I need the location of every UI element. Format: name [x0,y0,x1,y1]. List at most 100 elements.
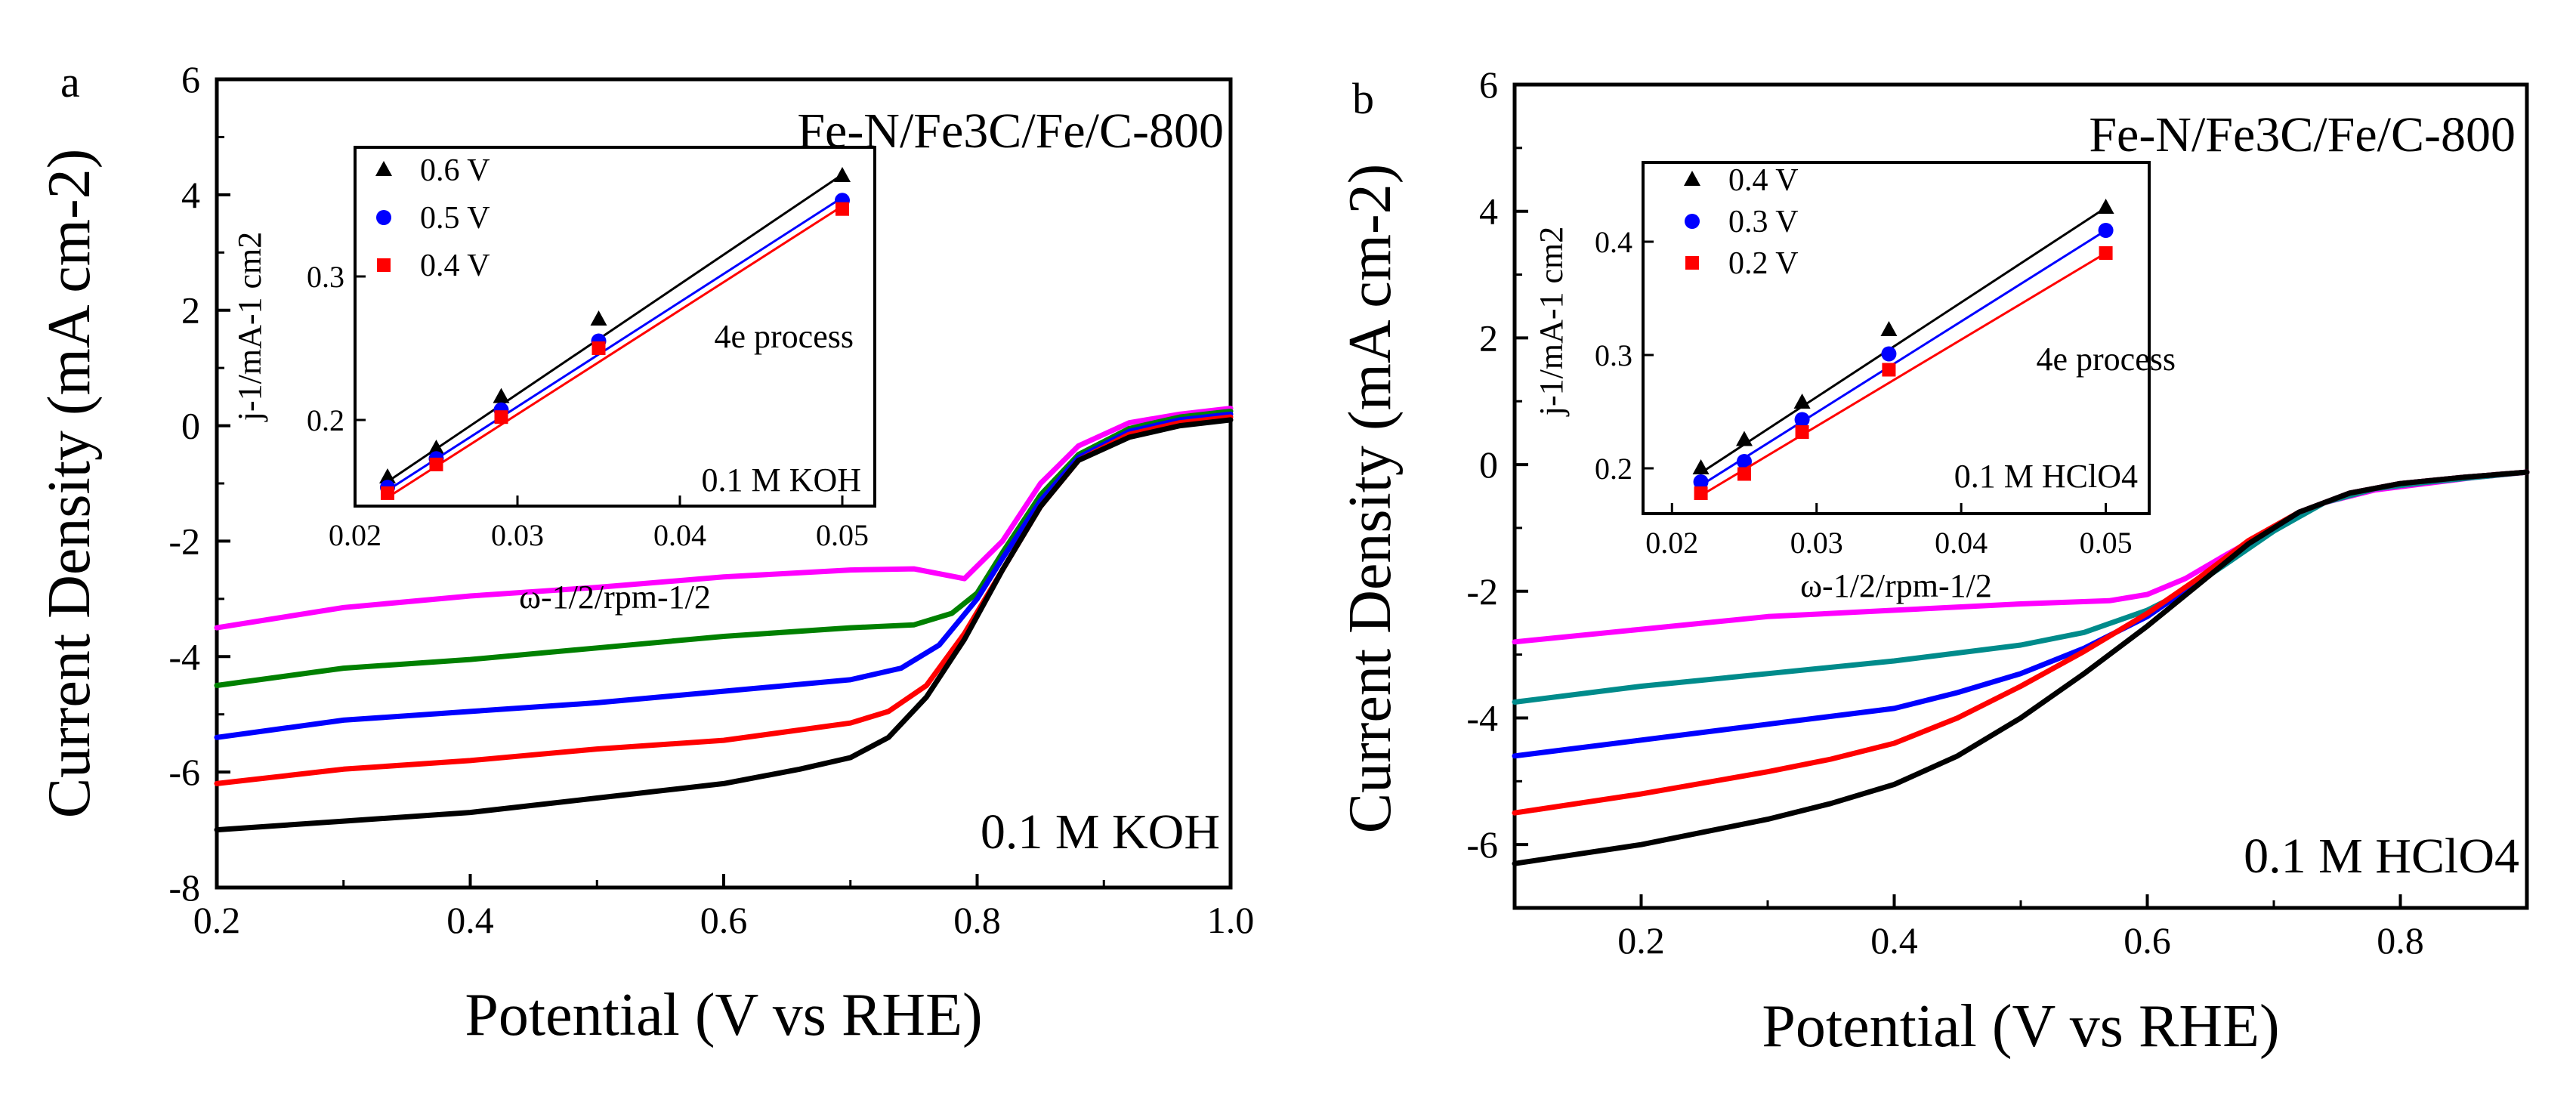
panel-a-electrolyte-label: 0.1 M KOH [981,804,1220,860]
panel-b-inset-legend-label: 0.2 V [1728,246,1799,281]
panel-b-label: b [1352,74,1374,123]
panel-a-inset-point [429,457,443,471]
panel-b: b 0.2 0.4 0.6 0.8 -6 -4 -2 0 2 4 6 Fe-N/Fe3C/Fe/C-… [1337,63,2530,1060]
panel-b-y-tick-label: -2 [1466,570,1498,613]
panel-b-inset-point [1694,486,1708,500]
panel-b-inset-point [1795,425,1809,439]
panel-b-inset-marks: 0.4 V 0.3 V 0.2 V 0.02 0.03 0.04 0.05 0.2 0.3 0.4 [1595,163,2133,560]
panel-a-inset-marks: 0.6 V 0.5 V 0.4 V 0.02 0.03 0.04 0.05 0.2 0.3 [307,153,869,552]
panel-a-x-tick-label: 0.6 [700,899,748,941]
panel-b-inset-point [1737,454,1752,469]
panel-a-inset-legend-marker [375,161,392,176]
panel-b-inset-y-tick-label: 0.2 [1595,452,1632,486]
panel-a-inset-x-tick-label: 0.05 [816,518,869,552]
panel-a-label: a [60,57,80,107]
panel-b-inset-y-tick-label: 0.4 [1595,225,1632,259]
panel-b-y-tick-label: -6 [1466,823,1498,866]
panel-a-inset-y-tick-label: 0.2 [307,403,344,437]
panel-b-x-tick-label: 0.6 [2124,919,2171,962]
panel-b-inset-x-tick-label: 0.02 [1645,526,1698,560]
panel-b-inset: 0.4 V0.3 V0.2 V0.02 0.03 0.04 0.050.20.30.4… [1533,161,2176,604]
panel-b-y-tick-label: 6 [1479,63,1498,106]
panel-a-y-axis-title: Current Density (mA cm-2) [36,149,103,818]
panel-b-series-line-4 [1512,469,2530,866]
panel-b-y-tick-label: 2 [1479,316,1498,359]
panel-a-inset-x-title: ω-1/2/rpm-1/2 [519,579,711,616]
panel-a-y-tick-label: 4 [181,174,200,216]
panel-b-electrolyte-label: 0.1 M HClO4 [2244,829,2519,884]
panel-b-inset-fit-line-2 [1700,252,2107,497]
panel-a-inset-point [428,440,445,455]
panel-b-inset-point [1793,394,1811,409]
panel-b-inset-point [1881,346,1897,362]
panel-a-y-tick-label: -6 [168,751,200,793]
panel-a-y-tick-label: 2 [181,289,200,332]
panel-b-x-tick-label: 0.4 [1870,919,1918,962]
panel-a-x-axis-title: Potential (V vs RHE) [465,982,982,1048]
panel-b-x-tick-label: 0.8 [2377,919,2424,962]
panel-a-inset-point [590,310,607,326]
panel-b-inset-point [1882,363,1896,377]
panel-b-inset-note: 4e process [2037,341,2176,378]
panel-b-inset-legend-marker [1685,214,1700,229]
panel-b-inset-electrolyte: 0.1 M HClO4 [1954,458,2138,495]
panel-b-y-tick-label: -4 [1466,696,1498,739]
panel-b-inset-point [2099,246,2113,260]
panel-b-x-axis-title: Potential (V vs RHE) [1762,993,2279,1060]
panel-a-y-tick-label: -2 [168,520,200,562]
panel-a-series-line-0 [214,406,1234,631]
panel-b-inset-y-tick-label: 0.3 [1595,338,1632,372]
panel-a-inset-x-tick-label: 0.04 [653,518,706,552]
panel-b-sample-label: Fe-N/Fe3C/Fe/C-800 [2089,107,2516,162]
panel-b-inset-point [1794,412,1810,428]
panel-a-inset-y-tick-label: 0.3 [307,260,344,294]
panel-a-inset-fit-line-1 [387,196,843,492]
panel-b-inset-x-tick-label: 0.03 [1790,526,1843,560]
panel-a-inset-point [494,410,508,425]
panel-b-inset-point [1693,474,1709,489]
panel-a-inset-electrolyte: 0.1 M KOH [702,462,861,499]
panel-a-inset-note: 4e process [715,318,854,355]
panel-a-inset-x-tick-label: 0.03 [491,518,544,552]
panel-a-x-tick-label: 0.8 [953,899,1001,941]
panel-a-y-tick-label: -4 [168,635,200,678]
panel-b-inset-legend-label: 0.4 V [1728,163,1799,198]
panel-a-inset-x-tick-label: 0.02 [329,518,381,552]
panel-b-inset-x-tick-label: 0.05 [2080,526,2133,560]
panel-a-inset-legend-label: 0.6 V [420,153,490,188]
panel-b-inset-legend-marker [1684,171,1700,186]
panel-b-inset-legend-label: 0.3 V [1728,205,1799,239]
panel-b-y-axis-title: Current Density (mA cm-2) [1337,164,1404,833]
panel-b-marks: 0.2 0.4 0.6 0.8 -6 -4 -2 0 2 4 6 [1466,63,2530,962]
panel-a-inset-point [834,167,851,182]
panel-a-inset-legend-marker [377,258,391,272]
panel-b-inset-x-tick-label: 0.04 [1935,526,1988,560]
panel-a-x-tick-label: 0.2 [193,899,241,941]
panel-b-inset-fit-line-1 [1700,229,2107,486]
panel-a-inset-point [591,341,606,355]
panel-a-x-tick-label: 1.0 [1207,899,1255,941]
panel-a-y-tick-label: 0 [181,405,200,447]
panel-b-y-tick-label: 4 [1479,190,1498,233]
panel-a-inset-point [379,468,396,483]
panel-a-inset-legend-label: 0.4 V [420,249,490,283]
panel-a-inset-fit-line-2 [387,205,843,499]
panel-a-inset-legend-label: 0.5 V [420,201,490,236]
panel-b-x-tick-label: 0.2 [1617,919,1665,962]
panel-b-inset-point [2098,223,2114,238]
panel-b-inset-point [1692,459,1710,474]
panel-a-inset-point [381,486,394,500]
panel-b-inset-point [1736,431,1753,446]
panel-a-inset-point [836,202,849,216]
panel-a-inset: 0.6 V 0.5 V 0.4 V 0.02 0.03 0.04 0.05 0.2 0.3 4e… [231,146,876,616]
panel-a-series-line-4 [214,417,1234,833]
panel-a-x-tick-label: 0.4 [446,899,494,941]
panel-b-inset-fit-line-0 [1700,206,2107,474]
panel-a-inset-fit-line-0 [387,173,843,483]
panel-a-marks: 0.2 0.4 0.6 0.8 1.0 -8 -6 -4 -2 0 2 4 6 [168,58,1254,941]
panel-b-inset-x-title: ω-1/2/rpm-1/2 [1800,567,1992,604]
panel-b-inset-point [1880,321,1898,336]
panel-a-y-tick-label: -8 [168,866,200,909]
panel-b-inset-point [2097,199,2114,214]
